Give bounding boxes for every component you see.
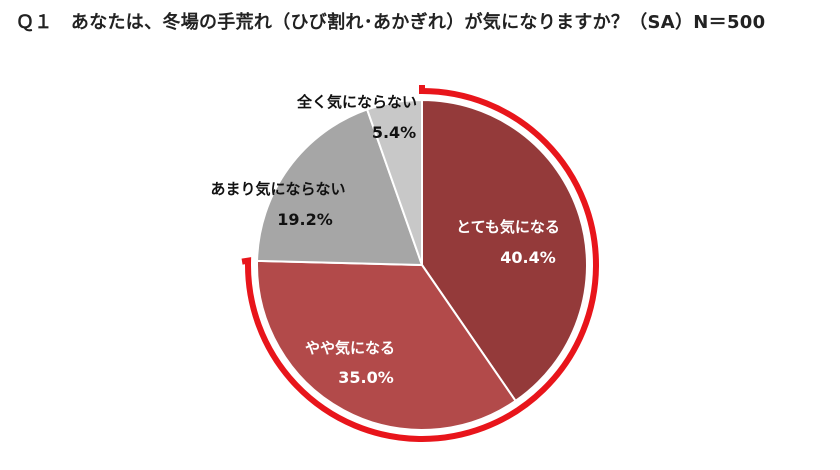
slice-name-label: とても気になる [456,218,560,236]
pie-slice-not-at-all-concerned [365,98,423,266]
pie-slice-very-concerned [421,98,588,403]
pie-slice-somewhat-concerned [256,259,517,431]
slice-value-label: 5.4% [372,123,416,142]
chart-title: Ｑ１ あなたは、冬場の手荒れ（ひび割れ･あかぎれ）が気になりますか？（SA）N＝… [16,12,766,33]
slice-name-label: 全く気にならない [296,93,417,111]
highlight-arc [241,85,599,442]
slice-value-label: 40.4% [500,248,556,267]
slice-name-label: やや気になる [305,339,395,357]
slice-name-label: あまり気にならない [210,180,345,198]
pie-slices [256,98,588,431]
slice-labels: とても気になる 40.4% やや気になる 35.0% あまり気にならない 19.2% 全く気… [210,93,559,387]
slice-value-label: 35.0% [338,368,394,387]
slice-value-label: 19.2% [277,210,333,229]
